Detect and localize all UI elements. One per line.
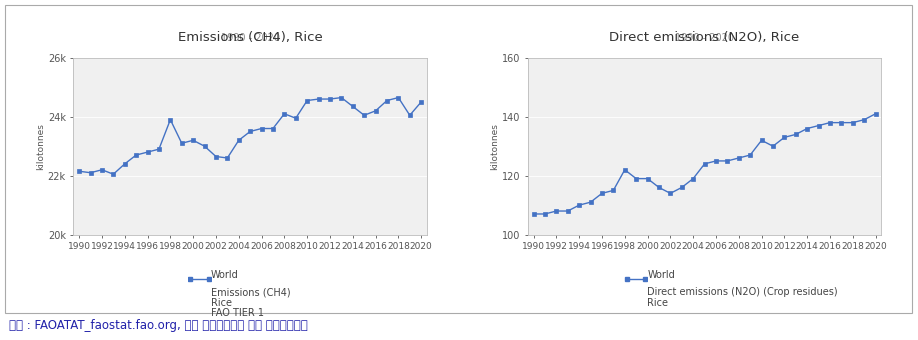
- Y-axis label: kilotonnes: kilotonnes: [36, 123, 45, 170]
- Text: World: World: [647, 270, 675, 280]
- Text: 자료 : FAOATAT_faostat.fao.org, 유엔 식량농업기구 통계 데이터베이스: 자료 : FAOATAT_faostat.fao.org, 유엔 식량농업기구 …: [9, 319, 308, 332]
- Text: Direct emissions (N2O) (Crop residues): Direct emissions (N2O) (Crop residues): [647, 287, 838, 298]
- Text: Emissions (CH4): Emissions (CH4): [211, 287, 291, 298]
- Text: Rice: Rice: [647, 298, 668, 308]
- Y-axis label: kilotonnes: kilotonnes: [490, 123, 499, 170]
- Text: 1990 - 2020: 1990 - 2020: [220, 33, 280, 43]
- Text: Rice: Rice: [211, 298, 232, 308]
- Text: 1990 - 2020: 1990 - 2020: [675, 33, 734, 43]
- Title: Direct emissions (N2O), Rice: Direct emissions (N2O), Rice: [610, 31, 800, 44]
- Text: FAO TIER 1: FAO TIER 1: [211, 308, 264, 318]
- Title: Emissions (CH4), Rice: Emissions (CH4), Rice: [178, 31, 322, 44]
- Text: World: World: [211, 270, 239, 280]
